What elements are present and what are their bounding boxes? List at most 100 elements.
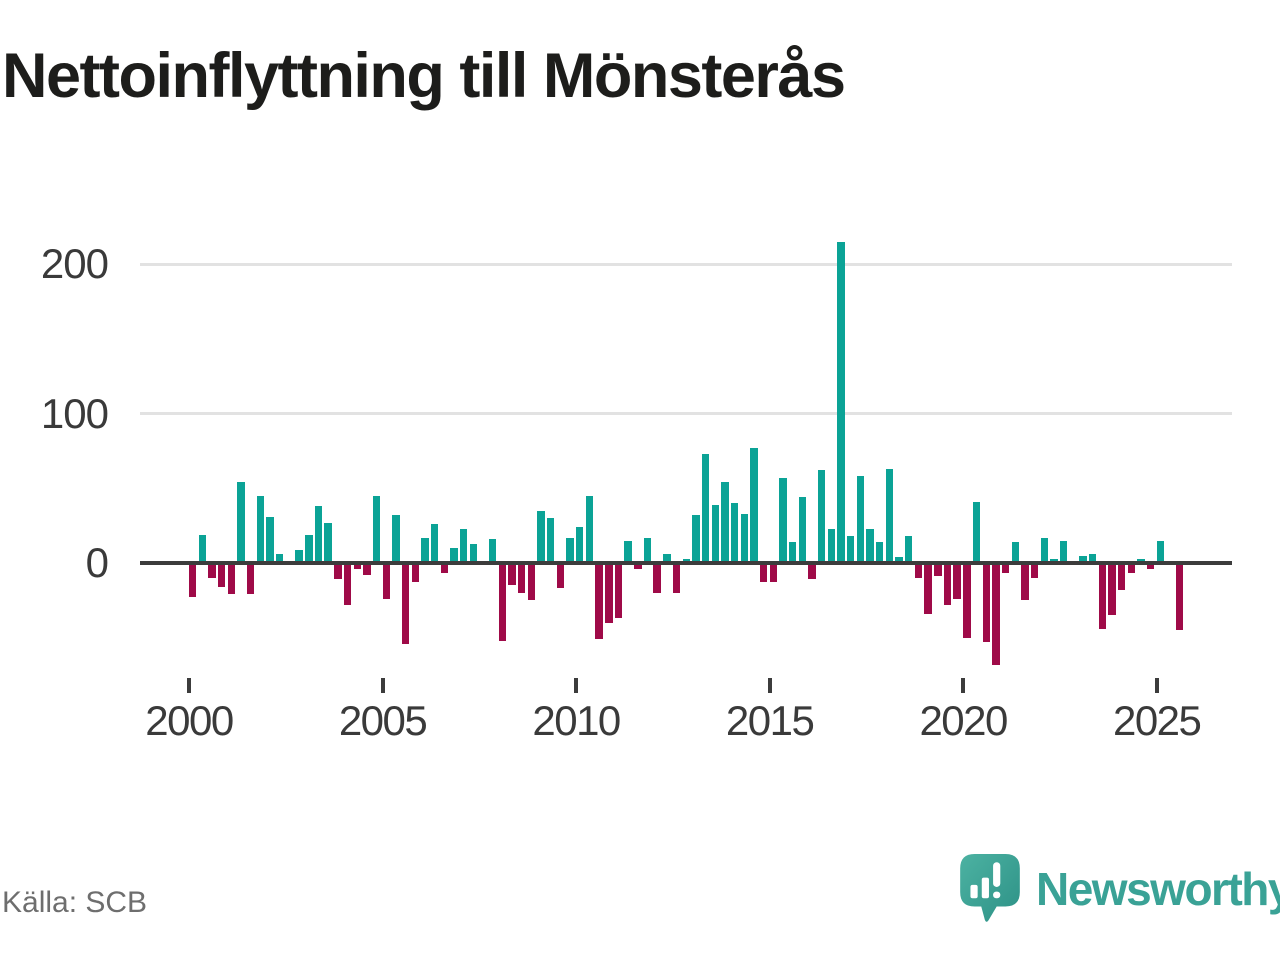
bar-2003-q4 bbox=[334, 563, 342, 580]
bar-2019-q2 bbox=[934, 563, 942, 577]
bar-2018-q1 bbox=[885, 468, 894, 563]
newsworthy-brand: Newsworthy bbox=[958, 850, 1280, 928]
bar-2013-q3 bbox=[711, 504, 719, 563]
bar-2023-q3 bbox=[1098, 563, 1107, 629]
bar-2013-q4 bbox=[721, 482, 729, 563]
bar-2006-q4 bbox=[450, 548, 458, 563]
bar-2024-q1 bbox=[1117, 563, 1126, 590]
x-tick-2000 bbox=[187, 678, 191, 693]
bar-2013-q1 bbox=[692, 515, 700, 563]
newsworthy-logo-icon bbox=[960, 854, 1020, 922]
bar-2004-q1 bbox=[343, 563, 352, 605]
bar-2016-q2 bbox=[818, 470, 826, 563]
bar-2014-q2 bbox=[740, 513, 748, 563]
bar-2021-q2 bbox=[1011, 542, 1019, 563]
bar-2006-q2 bbox=[430, 524, 439, 563]
bar-2016-q1 bbox=[808, 563, 816, 580]
gridline-200 bbox=[140, 262, 1232, 266]
x-tick-label-2000: 2000 bbox=[145, 697, 234, 744]
bar-2000-q1 bbox=[189, 563, 197, 598]
bar-2024-q3 bbox=[1137, 558, 1145, 563]
newsworthy-wordmark: Newsworthy bbox=[1036, 863, 1280, 915]
bar-2007-q4 bbox=[488, 539, 497, 563]
bar-2003-q3 bbox=[324, 522, 332, 563]
bar-2018-q2 bbox=[895, 557, 903, 563]
bar-2007-q2 bbox=[469, 543, 478, 563]
bar-2004-q4 bbox=[372, 495, 381, 563]
bar-2002-q1 bbox=[266, 516, 274, 563]
chart-title: Nettoinflyttning till Mönsterås bbox=[2, 41, 846, 111]
bar-2001-q1 bbox=[227, 563, 236, 595]
logo-bar-small bbox=[970, 884, 978, 899]
bar-2010-q1 bbox=[576, 527, 584, 563]
bar-2002-q4 bbox=[295, 549, 303, 563]
bar-2024-q4 bbox=[1147, 563, 1155, 569]
bar-2000-q4 bbox=[218, 563, 226, 587]
logo-exclamation-dot bbox=[993, 891, 1001, 899]
bar-2024-q2 bbox=[1127, 563, 1136, 574]
bar-2019-q3 bbox=[943, 563, 952, 605]
bar-2012-q3 bbox=[672, 563, 681, 593]
x-tick-2025 bbox=[1154, 678, 1159, 693]
bar-2017-q1 bbox=[847, 536, 855, 563]
bar-2011-q2 bbox=[624, 540, 632, 563]
y-tick-label-0: 0 bbox=[85, 539, 109, 586]
bar-2007-q1 bbox=[459, 528, 468, 563]
bar-2008-q1 bbox=[498, 563, 507, 641]
bar-2000-q2 bbox=[198, 534, 207, 563]
x-tick-label-2015: 2015 bbox=[725, 697, 815, 744]
bar-2012-q4 bbox=[682, 558, 690, 563]
bar-2019-q1 bbox=[924, 563, 932, 614]
bar-2003-q2 bbox=[314, 506, 323, 563]
bar-2008-q4 bbox=[527, 563, 536, 601]
y-tick-label-200: 200 bbox=[40, 240, 109, 287]
bar-2022-q1 bbox=[1040, 537, 1048, 563]
bar-2003-q1 bbox=[305, 534, 313, 563]
bar-2022-q3 bbox=[1059, 540, 1068, 563]
bar-2010-q2 bbox=[585, 495, 594, 563]
bar-2021-q4 bbox=[1030, 563, 1039, 578]
bar-2002-q2 bbox=[276, 554, 284, 563]
bar-2020-q1 bbox=[963, 563, 971, 638]
bar-2023-q2 bbox=[1088, 554, 1097, 563]
bar-2010-q4 bbox=[605, 563, 613, 623]
bar-2009-q1 bbox=[537, 510, 545, 563]
bar-2009-q3 bbox=[556, 563, 565, 589]
bar-2025-q3 bbox=[1176, 563, 1184, 631]
x-tick-2010 bbox=[574, 678, 579, 693]
bar-2015-q1 bbox=[769, 563, 777, 583]
source-label: Källa: SCB bbox=[2, 886, 148, 919]
bar-2006-q1 bbox=[421, 537, 429, 563]
bar-2000-q3 bbox=[208, 563, 216, 578]
bar-2005-q3 bbox=[401, 563, 410, 644]
x-tick-label-2020: 2020 bbox=[919, 697, 1008, 744]
bar-2014-q4 bbox=[759, 563, 768, 583]
bar-2018-q4 bbox=[914, 563, 923, 578]
x-tick-2015 bbox=[767, 678, 772, 693]
y-tick-label-100: 100 bbox=[40, 389, 109, 437]
bar-2010-q3 bbox=[595, 563, 603, 640]
bar-2017-q3 bbox=[866, 528, 874, 563]
bar-2012-q2 bbox=[663, 554, 671, 563]
bar-2008-q3 bbox=[518, 563, 526, 593]
bar-2017-q2 bbox=[856, 476, 865, 563]
bar-2021-q1 bbox=[1001, 563, 1010, 574]
x-tick-2020 bbox=[961, 678, 966, 693]
bar-2014-q3 bbox=[750, 447, 758, 563]
bar-2016-q3 bbox=[827, 528, 836, 563]
bar-2012-q1 bbox=[653, 563, 661, 593]
bar-2005-q2 bbox=[392, 515, 400, 563]
bar-2022-q2 bbox=[1050, 558, 1058, 563]
bar-2001-q3 bbox=[247, 563, 255, 595]
bar-2006-q3 bbox=[440, 563, 448, 574]
bar-2025-q1 bbox=[1156, 540, 1165, 563]
logo-bar-medium bbox=[981, 877, 989, 899]
bar-2005-q1 bbox=[382, 563, 390, 599]
bar-2009-q4 bbox=[566, 537, 574, 563]
bar-2015-q2 bbox=[779, 477, 787, 563]
bar-2005-q4 bbox=[411, 563, 419, 583]
bar-2020-q2 bbox=[972, 501, 981, 563]
bar-2019-q4 bbox=[953, 563, 961, 599]
bar-2014-q1 bbox=[730, 503, 739, 563]
x-axis-line bbox=[140, 561, 1232, 565]
